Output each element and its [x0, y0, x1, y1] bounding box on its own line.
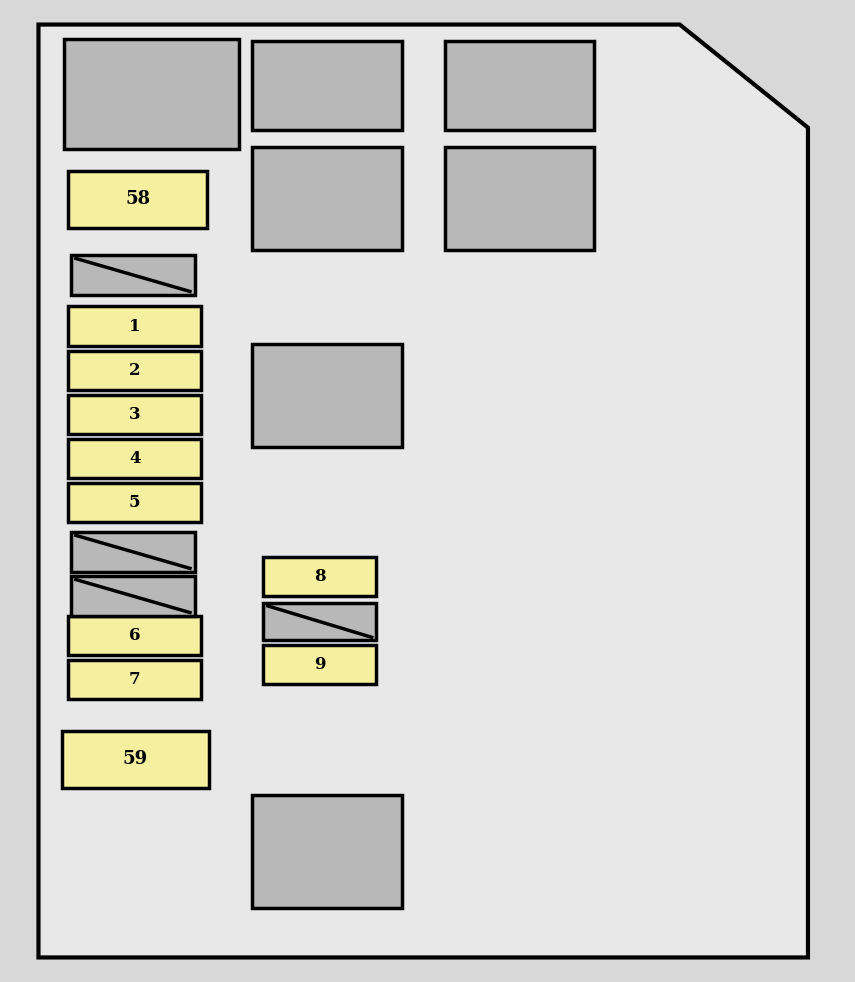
Bar	[252, 41, 402, 130]
Text: 8: 8	[314, 568, 326, 585]
Text: 9: 9	[314, 656, 326, 674]
Text: 1: 1	[129, 317, 140, 335]
Bar	[445, 147, 594, 250]
Text: 7: 7	[129, 671, 140, 688]
Bar	[68, 171, 207, 228]
Bar	[71, 255, 195, 295]
Bar	[252, 147, 402, 250]
Text: 59: 59	[122, 750, 148, 768]
Bar	[68, 616, 201, 655]
Bar	[252, 344, 402, 447]
Text: 3: 3	[129, 406, 140, 423]
Text: 6: 6	[129, 627, 140, 644]
Bar	[252, 795, 402, 908]
Bar	[263, 645, 376, 684]
Text: 4: 4	[129, 450, 140, 467]
Polygon shape	[38, 25, 808, 957]
Bar	[263, 557, 376, 596]
Bar	[68, 306, 201, 346]
Bar	[68, 395, 201, 434]
Bar	[64, 39, 239, 149]
Bar	[71, 576, 195, 616]
Bar	[68, 351, 201, 390]
Bar	[68, 660, 201, 699]
Bar	[68, 483, 201, 522]
Bar	[62, 731, 209, 788]
Bar	[445, 41, 594, 130]
Text: 58: 58	[125, 191, 150, 208]
Bar	[71, 532, 195, 572]
Text: 5: 5	[129, 494, 140, 512]
Bar	[68, 439, 201, 478]
Text: 2: 2	[129, 361, 140, 379]
Bar	[263, 603, 376, 640]
